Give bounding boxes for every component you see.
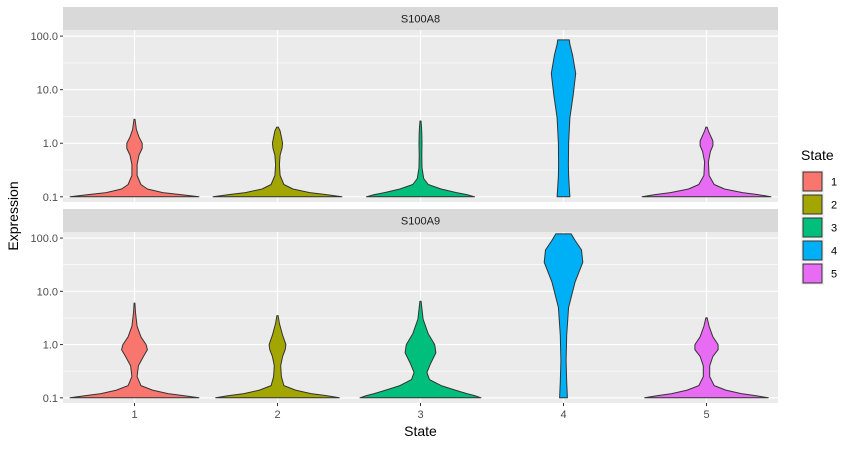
x-axis-title: State (404, 423, 437, 439)
violin-s100a8-state-3 (365, 120, 476, 198)
violin-s100a8-state-5 (641, 126, 772, 198)
y-tick-label: 0.1 (43, 393, 58, 405)
facet-label: S100A8 (401, 14, 440, 26)
legend-label: 2 (831, 200, 837, 212)
legend-label: 1 (831, 177, 837, 189)
violin-s100a9-state-4 (543, 233, 584, 399)
legend-label: 5 (831, 269, 837, 281)
y-axis-title: Expression (5, 181, 21, 250)
violin-s100a9-state-3 (359, 300, 482, 399)
facet-strip (63, 7, 778, 30)
legend-title: State (801, 147, 834, 163)
y-tick-label: 10.0 (37, 85, 58, 97)
y-tick-label: 1.0 (43, 138, 58, 150)
legend-label: 4 (831, 246, 837, 258)
x-tick-label: 1 (131, 409, 137, 421)
y-tick-label: 10.0 (37, 286, 58, 298)
violin-s100a8-state-4 (550, 39, 577, 198)
legend-swatch (802, 217, 823, 238)
facet-label: S100A9 (401, 216, 440, 228)
x-tick-label: 4 (560, 409, 566, 421)
x-tick-label: 5 (703, 409, 709, 421)
legend-swatch (802, 171, 823, 192)
y-tick-label: 100.0 (30, 31, 58, 43)
x-tick-label: 2 (274, 409, 280, 421)
legend-swatch (802, 240, 823, 261)
y-tick-label: 1.0 (43, 340, 58, 352)
legend-swatch (802, 263, 823, 284)
violin-s100a9-state-1 (69, 302, 200, 399)
y-tick-label: 0.1 (43, 192, 58, 204)
violin-s100a8-state-1 (69, 118, 200, 198)
facet-strip (63, 209, 778, 232)
violin-s100a9-state-5 (644, 317, 769, 399)
legend-label: 3 (831, 223, 837, 235)
x-tick-label: 3 (417, 409, 423, 421)
y-tick-label: 100.0 (30, 233, 58, 245)
legend-swatch (802, 194, 823, 215)
violin-s100a9-state-2 (215, 315, 340, 399)
violin-s100a8-state-2 (212, 126, 343, 198)
